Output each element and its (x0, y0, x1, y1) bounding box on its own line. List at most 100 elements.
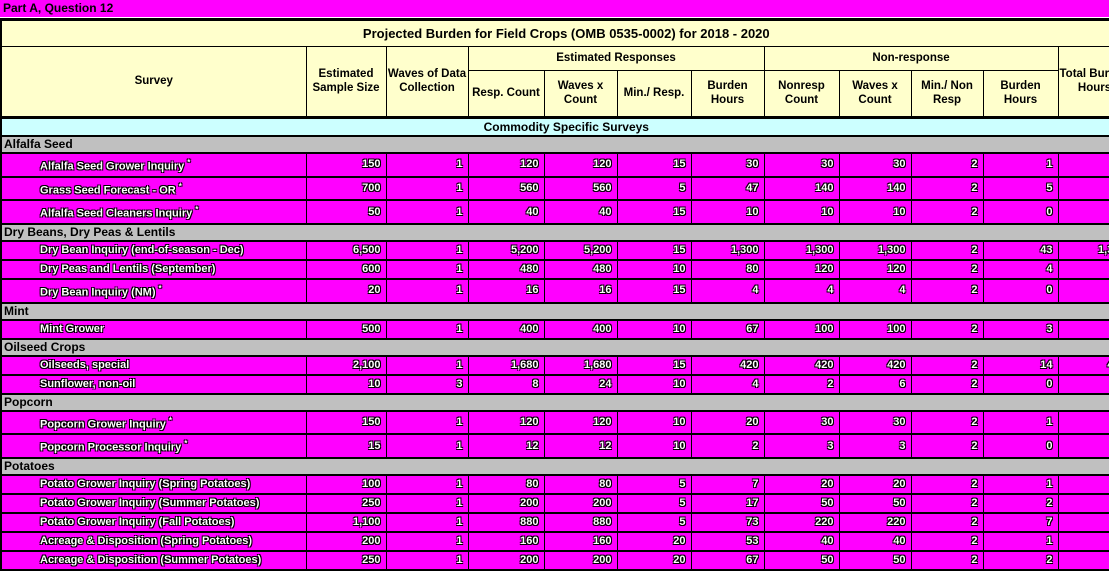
value-cell[interactable]: 4 (690, 373, 765, 395)
value-cell[interactable]: 3 (763, 433, 840, 459)
value-cell[interactable]: 5,200 (543, 239, 618, 261)
survey-name-cell[interactable]: Sunflower, non-oil (0, 373, 307, 395)
value-cell[interactable]: 30 (838, 409, 912, 436)
value-cell[interactable]: 20 (616, 549, 692, 571)
value-cell[interactable]: 480 (543, 258, 618, 280)
value-cell[interactable]: 30 (763, 152, 840, 178)
value-cell[interactable]: 2 (910, 318, 984, 340)
value-cell[interactable]: 0 (982, 199, 1059, 225)
value-cell[interactable]: 1 (385, 277, 469, 304)
value-cell[interactable]: 17 (690, 492, 765, 514)
value-cell[interactable]: 50 (838, 549, 912, 571)
value-cell[interactable]: 2 (910, 373, 984, 395)
value-cell[interactable]: 420 (838, 354, 912, 376)
value-cell[interactable]: 400 (543, 318, 618, 340)
value-cell[interactable]: 1 (385, 239, 469, 261)
survey-name-cell[interactable]: Popcorn Processor Inquiry * (0, 433, 307, 459)
value-cell[interactable]: 120 (543, 409, 618, 436)
value-cell[interactable]: 880 (467, 511, 545, 533)
value-cell[interactable] (1057, 373, 1109, 395)
value-cell[interactable]: 2 (763, 373, 840, 395)
value-cell[interactable]: 1,680 (543, 354, 618, 376)
value-cell[interactable]: 1,300 (690, 239, 765, 261)
section-header-mint[interactable]: Mint (0, 301, 1109, 321)
value-cell[interactable]: 220 (763, 511, 840, 533)
value-cell[interactable]: 8 (467, 373, 545, 395)
value-cell[interactable]: 47 (690, 175, 765, 202)
value-cell[interactable]: 1 (385, 152, 469, 178)
value-cell[interactable]: 1 (385, 175, 469, 202)
value-cell[interactable] (1057, 473, 1109, 495)
value-cell[interactable] (1057, 277, 1109, 304)
value-cell[interactable]: 200 (305, 530, 387, 552)
survey-name-cell[interactable]: Alfalfa Seed Cleaners Inquiry * (0, 199, 307, 225)
col-header-waves[interactable]: Waves of Data Collection (385, 46, 469, 119)
value-cell[interactable] (1057, 258, 1109, 280)
value-cell[interactable]: 420 (763, 354, 840, 376)
value-cell[interactable]: 480 (467, 258, 545, 280)
value-cell[interactable]: 1 (385, 199, 469, 225)
col-header-min-nonresp[interactable]: Min./ Non Resp (910, 70, 984, 119)
value-cell[interactable]: 2 (910, 258, 984, 280)
value-cell[interactable]: 67 (690, 318, 765, 340)
value-cell[interactable]: 0 (982, 433, 1059, 459)
value-cell[interactable]: 250 (305, 549, 387, 571)
value-cell[interactable]: 560 (543, 175, 618, 202)
value-cell[interactable]: 1 (385, 492, 469, 514)
survey-name-cell[interactable]: Dry Peas and Lentils (September) (0, 258, 307, 280)
value-cell[interactable]: 700 (305, 175, 387, 202)
value-cell[interactable]: 10 (616, 433, 692, 459)
value-cell[interactable]: 14 (982, 354, 1059, 376)
section-header-oilseed-crops[interactable]: Oilseed Crops (0, 337, 1109, 357)
section-header-dry-beans-dry-peas-lentils[interactable]: Dry Beans, Dry Peas & Lentils (0, 222, 1109, 242)
group-header-estimated-responses[interactable]: Estimated Responses (467, 46, 765, 71)
value-cell[interactable]: 2 (910, 409, 984, 436)
value-cell[interactable]: 3 (838, 433, 912, 459)
value-cell[interactable]: 6 (838, 373, 912, 395)
value-cell[interactable] (1057, 318, 1109, 340)
group-header-non-response[interactable]: Non-response (763, 46, 1059, 71)
value-cell[interactable]: 560 (467, 175, 545, 202)
value-cell[interactable]: 20 (616, 530, 692, 552)
value-cell[interactable]: 5 (982, 175, 1059, 202)
col-header-min-resp[interactable]: Min./ Resp. (616, 70, 692, 119)
value-cell[interactable]: 53 (690, 530, 765, 552)
value-cell[interactable]: 6,500 (305, 239, 387, 261)
survey-name-cell[interactable]: Acreage & Disposition (Summer Potatoes) (0, 549, 307, 571)
value-cell[interactable]: 2 (910, 277, 984, 304)
value-cell[interactable]: 2 (910, 152, 984, 178)
value-cell[interactable]: 2 (690, 433, 765, 459)
value-cell[interactable]: 2 (910, 492, 984, 514)
value-cell[interactable]: 10 (616, 373, 692, 395)
value-cell[interactable]: 12 (543, 433, 618, 459)
survey-name-cell[interactable]: Grass Seed Forecast - OR * (0, 175, 307, 202)
value-cell[interactable]: 5 (616, 175, 692, 202)
value-cell[interactable]: 120 (543, 152, 618, 178)
value-cell[interactable]: 10 (616, 318, 692, 340)
value-cell[interactable]: 420 (690, 354, 765, 376)
value-cell[interactable]: 120 (467, 152, 545, 178)
value-cell[interactable]: 1,680 (467, 354, 545, 376)
value-cell[interactable]: 40 (763, 530, 840, 552)
value-cell[interactable]: 1 (982, 152, 1059, 178)
value-cell[interactable]: 4 (982, 258, 1059, 280)
value-cell[interactable]: 1 (385, 473, 469, 495)
value-cell[interactable]: 2 (910, 433, 984, 459)
value-cell[interactable] (1057, 530, 1109, 552)
value-cell[interactable]: 1 (385, 354, 469, 376)
value-cell[interactable]: 3 (982, 318, 1059, 340)
col-header-waves-x-count[interactable]: Waves x Count (543, 70, 618, 119)
value-cell[interactable]: 1,300 (763, 239, 840, 261)
value-cell[interactable]: 10 (690, 199, 765, 225)
value-cell[interactable]: 2,100 (305, 354, 387, 376)
value-cell[interactable]: 160 (467, 530, 545, 552)
value-cell[interactable]: 5 (616, 511, 692, 533)
value-cell[interactable]: 73 (690, 511, 765, 533)
value-cell[interactable]: 10 (616, 409, 692, 436)
value-cell[interactable]: 1,300 (838, 239, 912, 261)
value-cell[interactable]: 24 (543, 373, 618, 395)
value-cell[interactable] (1057, 492, 1109, 514)
value-cell[interactable]: 1 (385, 258, 469, 280)
section-header-popcorn[interactable]: Popcorn (0, 392, 1109, 412)
value-cell[interactable]: 1 (385, 318, 469, 340)
